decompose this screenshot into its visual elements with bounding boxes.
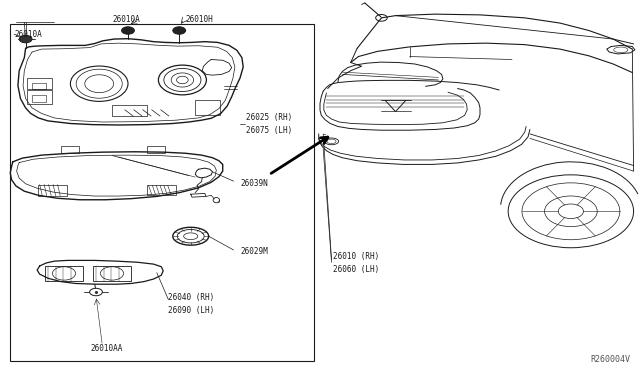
Bar (32, 83, 46, 89)
Text: 26010 (RH): 26010 (RH) (333, 252, 379, 261)
Text: 26010AA: 26010AA (91, 344, 124, 353)
Circle shape (90, 288, 102, 296)
Bar (45, 266, 83, 281)
Text: 26040 (RH): 26040 (RH) (168, 293, 214, 302)
Text: 26090 (LH): 26090 (LH) (168, 306, 214, 315)
Circle shape (122, 27, 134, 34)
Text: R260004V: R260004V (590, 355, 630, 364)
Bar (147, 146, 165, 153)
Text: 26075 (LH): 26075 (LH) (246, 126, 292, 135)
Text: 26010A: 26010A (112, 15, 140, 24)
Bar (27, 78, 52, 89)
Bar (147, 185, 176, 195)
Text: 26025 (RH): 26025 (RH) (246, 113, 292, 122)
Bar (32, 95, 46, 102)
Text: 26010H: 26010H (186, 15, 213, 24)
Bar (195, 100, 220, 115)
Circle shape (19, 35, 32, 43)
Bar (93, 266, 131, 281)
Bar (38, 185, 67, 196)
Text: 26039N: 26039N (240, 179, 268, 187)
Bar (27, 90, 52, 104)
Bar (112, 105, 147, 116)
Text: 26060 (LH): 26060 (LH) (333, 265, 379, 274)
Text: 26029M: 26029M (240, 247, 268, 256)
Circle shape (173, 27, 186, 34)
Bar (61, 146, 79, 153)
Text: 26010A: 26010A (14, 30, 42, 39)
Bar (10, 24, 314, 361)
